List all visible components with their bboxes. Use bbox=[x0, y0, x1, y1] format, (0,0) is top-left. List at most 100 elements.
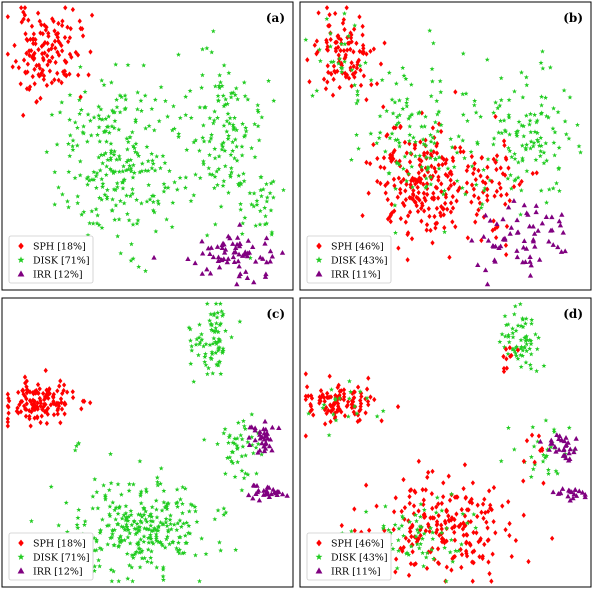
data-point-disk bbox=[197, 339, 203, 345]
data-point-sph bbox=[550, 535, 555, 542]
data-point-disk bbox=[374, 413, 380, 419]
data-point-sph bbox=[430, 125, 436, 131]
data-point-sph bbox=[55, 70, 60, 76]
data-point-sph bbox=[45, 411, 50, 417]
data-point-sph bbox=[494, 188, 499, 194]
data-point-disk bbox=[389, 131, 395, 136]
data-point-disk bbox=[543, 95, 549, 100]
data-point-disk bbox=[138, 518, 143, 524]
data-point-disk bbox=[550, 185, 556, 191]
data-point-disk bbox=[162, 160, 168, 166]
data-point-disk bbox=[406, 552, 412, 557]
data-point-disk bbox=[197, 578, 202, 584]
data-point-disk bbox=[176, 131, 182, 136]
data-point-sph bbox=[489, 178, 495, 185]
data-point-disk bbox=[520, 324, 526, 330]
data-point-disk bbox=[239, 468, 245, 473]
data-point-irr bbox=[219, 245, 225, 250]
data-point-disk bbox=[429, 66, 435, 72]
data-point-sph bbox=[391, 509, 397, 515]
data-point-irr bbox=[481, 233, 487, 239]
data-point-disk bbox=[150, 199, 156, 205]
data-point-disk bbox=[156, 118, 162, 124]
data-point-disk bbox=[118, 492, 124, 497]
data-point-sph bbox=[511, 184, 517, 190]
data-point-disk bbox=[44, 149, 50, 155]
data-point-disk bbox=[111, 152, 117, 157]
data-point-disk bbox=[551, 429, 557, 435]
data-point-sph bbox=[408, 195, 414, 201]
data-point-disk bbox=[513, 345, 519, 351]
data-point-irr bbox=[244, 275, 251, 280]
data-point-disk bbox=[107, 166, 113, 172]
data-point-sph bbox=[448, 200, 454, 206]
data-point-sph bbox=[480, 555, 485, 562]
data-point-sph bbox=[56, 38, 61, 44]
data-point-disk bbox=[417, 153, 423, 158]
data-point-disk bbox=[134, 530, 140, 535]
data-point-sph bbox=[411, 503, 417, 509]
data-point-sph bbox=[436, 177, 441, 183]
data-point-disk bbox=[153, 536, 159, 541]
legend-entry-sph: SPH [18%] bbox=[33, 242, 86, 253]
data-point-disk bbox=[124, 136, 130, 141]
data-point-disk bbox=[436, 154, 442, 160]
data-point-disk bbox=[363, 509, 369, 514]
data-point-disk bbox=[518, 352, 524, 358]
data-point-disk bbox=[97, 563, 103, 569]
data-point-irr bbox=[231, 249, 237, 255]
data-point-sph bbox=[32, 403, 37, 409]
data-point-disk bbox=[538, 143, 544, 149]
data-point-disk bbox=[243, 125, 249, 131]
data-point-sph bbox=[325, 47, 330, 53]
data-point-sph bbox=[509, 553, 514, 560]
data-point-sph bbox=[35, 400, 40, 406]
data-point-sph bbox=[30, 397, 36, 403]
data-point-sph bbox=[37, 395, 42, 402]
data-point-disk bbox=[212, 146, 218, 151]
data-point-disk bbox=[109, 107, 115, 113]
data-point-sph bbox=[432, 165, 437, 171]
data-point-sph bbox=[405, 213, 411, 219]
legend-marker-sph bbox=[18, 242, 24, 250]
data-point-sph bbox=[471, 560, 476, 566]
data-point-disk bbox=[91, 114, 97, 120]
data-point-sph bbox=[25, 387, 30, 393]
data-point-disk bbox=[174, 486, 180, 492]
data-point-disk bbox=[221, 505, 227, 511]
data-point-disk bbox=[164, 534, 170, 539]
data-point-sph bbox=[349, 39, 354, 45]
data-point-sph bbox=[38, 398, 43, 404]
data-point-disk bbox=[207, 138, 213, 144]
data-point-sph bbox=[365, 398, 371, 405]
data-point-disk bbox=[81, 209, 87, 215]
data-point-sph bbox=[67, 51, 73, 57]
data-point-sph bbox=[492, 193, 497, 199]
data-point-disk bbox=[129, 129, 135, 135]
data-point-sph bbox=[417, 175, 422, 181]
data-point-disk bbox=[210, 120, 216, 126]
data-point-disk bbox=[91, 169, 97, 175]
data-point-disk bbox=[66, 204, 72, 210]
data-point-sph bbox=[38, 30, 43, 36]
data-point-sph bbox=[66, 38, 71, 45]
data-point-sph bbox=[73, 49, 78, 56]
data-point-sph bbox=[435, 521, 440, 527]
data-point-disk bbox=[417, 109, 423, 115]
data-point-irr bbox=[482, 267, 489, 273]
data-point-irr bbox=[263, 271, 269, 277]
data-point-disk bbox=[211, 335, 217, 341]
data-point-sph bbox=[438, 128, 444, 135]
data-point-sph bbox=[308, 393, 314, 399]
data-point-sph bbox=[388, 212, 393, 219]
data-point-disk bbox=[394, 160, 400, 165]
data-point-disk bbox=[202, 351, 208, 357]
data-point-disk bbox=[96, 124, 102, 130]
data-point-disk bbox=[418, 501, 424, 507]
data-point-disk bbox=[162, 98, 168, 104]
data-point-irr bbox=[200, 250, 206, 256]
data-point-irr bbox=[535, 227, 541, 233]
data-point-sph bbox=[472, 160, 477, 167]
data-point-sph bbox=[503, 242, 509, 248]
data-point-sph bbox=[352, 74, 357, 80]
